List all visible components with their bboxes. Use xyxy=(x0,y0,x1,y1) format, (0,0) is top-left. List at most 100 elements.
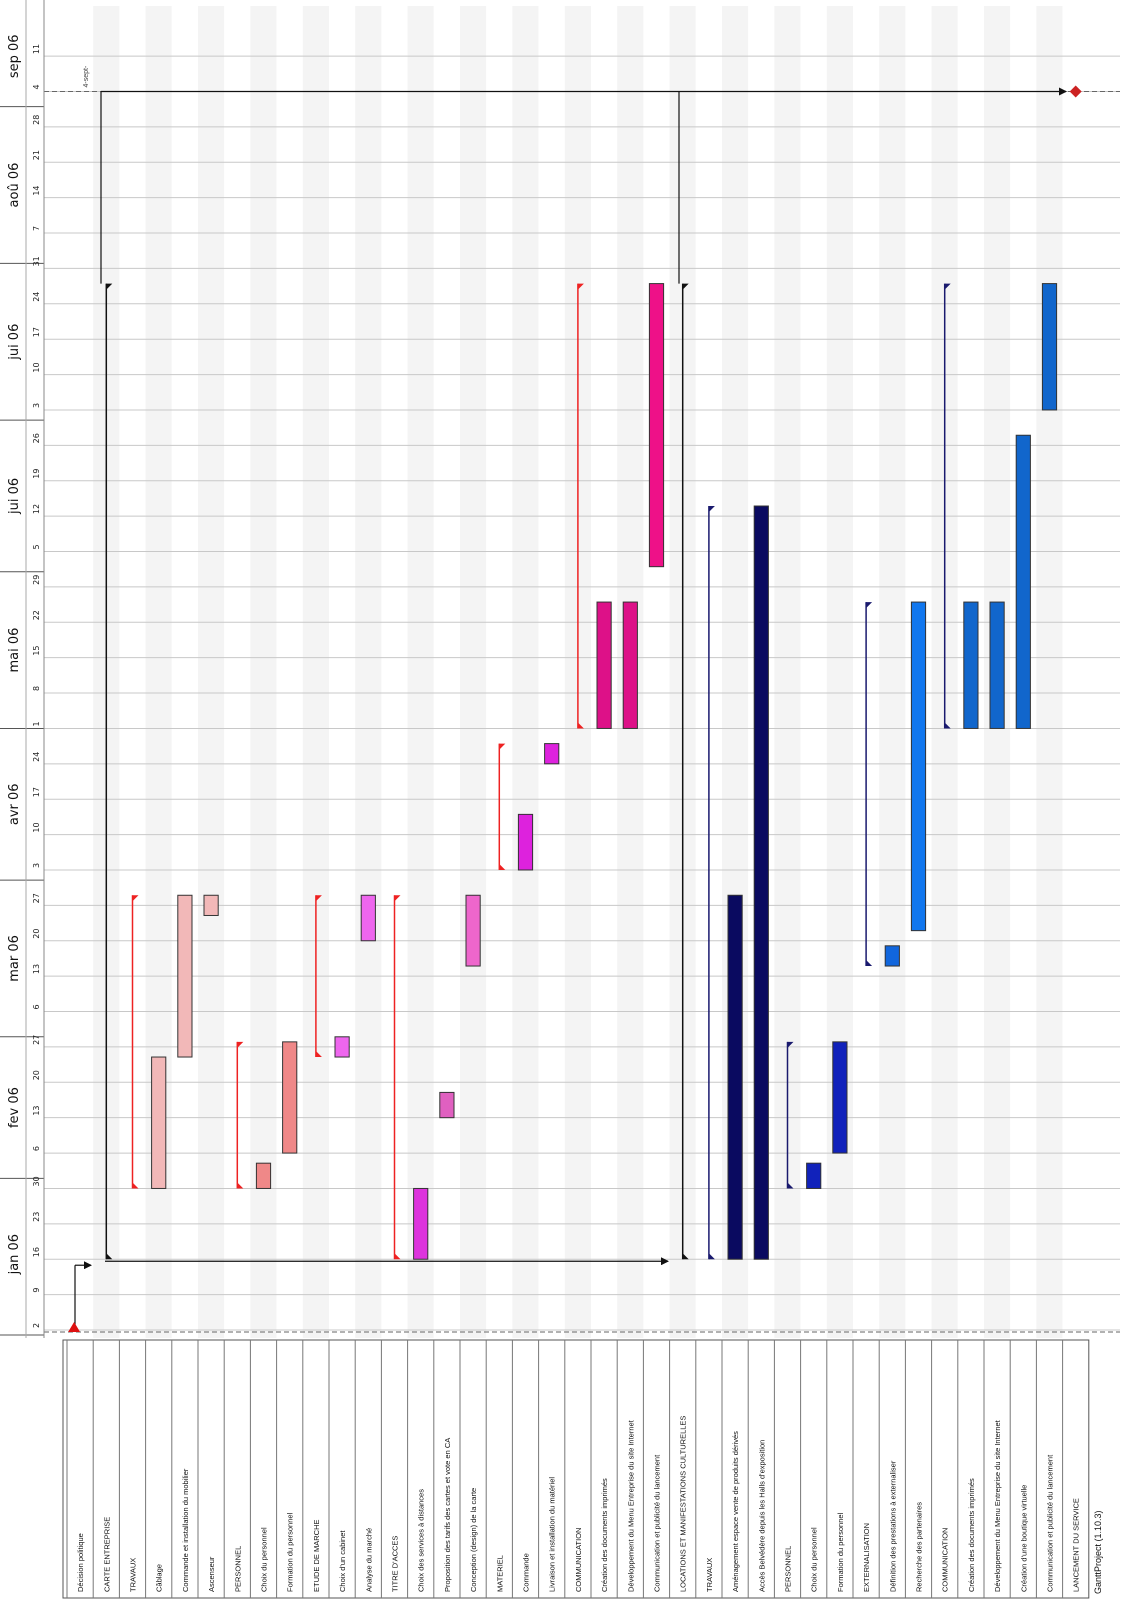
week-label: 30 xyxy=(32,1176,41,1186)
task-name: Conception (design) de la carte xyxy=(469,1488,478,1592)
row-stripe xyxy=(67,6,94,1338)
task-bar xyxy=(806,1162,822,1189)
summary-end-cap xyxy=(577,283,584,290)
task-bar xyxy=(439,1091,455,1119)
summary-end-cap xyxy=(394,895,401,902)
summary-end-cap xyxy=(787,1041,794,1048)
week-label: 5 xyxy=(32,544,41,549)
task-name: MATERIEL xyxy=(495,1555,504,1592)
milestone-marker xyxy=(68,1322,81,1332)
task-name: TRAVAUX xyxy=(705,1558,714,1592)
week-label: 22 xyxy=(32,610,41,620)
month-label: mai 06 xyxy=(7,628,22,673)
month-label: aoû 06 xyxy=(7,163,22,208)
task-name: Développement du Menu Entreprise du site… xyxy=(993,1419,1002,1592)
task-name: Création des documents imprimés xyxy=(600,1478,609,1592)
summary-start-cap xyxy=(682,1253,689,1260)
week-label: 28 xyxy=(32,115,41,125)
row-stripe xyxy=(355,6,382,1338)
summary-start-cap xyxy=(106,1253,113,1260)
week-label: 16 xyxy=(32,1247,41,1257)
summary-end-cap xyxy=(499,743,506,750)
task-name: PERSONNEL xyxy=(233,1546,242,1592)
row-stripe xyxy=(171,6,198,1338)
month-label: sep 06 xyxy=(7,34,22,78)
summary-end-cap xyxy=(708,506,715,513)
summary-start-cap xyxy=(866,960,873,967)
task-name: COMMUNICATION xyxy=(574,1528,583,1592)
task-name: Définition des prestations à externalise… xyxy=(888,1460,897,1592)
task-name: Commande et installation du mobilier xyxy=(181,1468,190,1592)
row-stripe xyxy=(538,6,565,1338)
row-stripe xyxy=(250,6,277,1338)
row-stripe xyxy=(879,6,906,1338)
task-bar xyxy=(360,894,376,942)
task-bar xyxy=(203,894,219,916)
week-label: 1 xyxy=(32,721,41,726)
week-label: 24 xyxy=(32,292,41,302)
task-bar xyxy=(832,1041,848,1154)
week-label: 20 xyxy=(32,929,41,939)
task-bar xyxy=(1015,434,1031,729)
milestone-marker xyxy=(1069,85,1082,98)
task-bar xyxy=(177,894,193,1058)
summary-end-cap xyxy=(132,895,139,902)
task-name: Aménagement espace vente de produits dér… xyxy=(731,1431,740,1592)
week-label: 27 xyxy=(32,1035,41,1045)
summary-end-cap xyxy=(106,283,113,290)
task-bar xyxy=(596,601,612,729)
task-bar xyxy=(727,894,743,1260)
task-bar xyxy=(884,945,900,967)
week-label: 3 xyxy=(32,863,41,868)
row-stripe xyxy=(329,6,356,1338)
row-stripe xyxy=(433,6,460,1338)
week-label: 2 xyxy=(32,1323,41,1328)
week-label: 13 xyxy=(32,964,41,974)
task-name: EXTERNALISATION xyxy=(862,1523,871,1592)
task-name: Recherche des partenaires xyxy=(915,1502,924,1592)
task-name: Câblage xyxy=(155,1564,164,1592)
month-label: jui 06 xyxy=(7,478,22,515)
row-stripe xyxy=(1036,6,1063,1338)
task-name: LOCATIONS ET MANIFESTATIONS CULTURELLES xyxy=(679,1416,688,1592)
summary-end-cap xyxy=(866,602,873,609)
summary-start-cap xyxy=(394,1253,401,1260)
week-label: 11 xyxy=(32,44,41,54)
week-label: 29 xyxy=(32,575,41,585)
task-bar xyxy=(151,1056,167,1189)
week-label: 17 xyxy=(32,787,41,797)
task-name: Communication et publicité du lancement xyxy=(653,1454,662,1592)
summary-start-cap xyxy=(132,1182,139,1189)
task-name: Développement du Menu Entreprise du site… xyxy=(626,1419,635,1592)
task-bar xyxy=(255,1162,272,1189)
week-label: 23 xyxy=(32,1212,41,1222)
week-label: 7 xyxy=(32,226,41,231)
task-name: Décision politique xyxy=(76,1533,85,1592)
task-name: Création d'une boutique virtuelle xyxy=(1019,1485,1028,1592)
task-name: Choix du personnel xyxy=(810,1527,819,1592)
task-name: Choix des services à distances xyxy=(417,1489,426,1592)
task-name: LANCEMENT DU SERVICE xyxy=(1072,1498,1081,1592)
week-label: 13 xyxy=(32,1105,41,1115)
footer-label: GanttProject (1.10.3) xyxy=(1093,1510,1103,1594)
task-name: Proposition des tarifs des cartes et vot… xyxy=(443,1438,452,1592)
task-name: Commande xyxy=(522,1553,531,1592)
task-bar xyxy=(753,505,769,1260)
week-label: 19 xyxy=(32,469,41,479)
summary-start-cap xyxy=(944,722,951,729)
task-name: Analyse du marché xyxy=(364,1528,373,1592)
task-bar xyxy=(282,1041,298,1154)
task-name: Choix du personnel xyxy=(260,1527,269,1592)
week-label: 12 xyxy=(32,504,41,514)
summary-end-cap xyxy=(682,283,689,290)
task-bar xyxy=(465,894,481,967)
task-bar xyxy=(334,1036,350,1058)
task-name: Choix d'un cabinet xyxy=(338,1530,347,1592)
week-label: 9 xyxy=(32,1288,41,1293)
week-label: 10 xyxy=(32,362,41,372)
row-stripe xyxy=(460,6,487,1338)
task-name: Création des documents imprimés xyxy=(967,1478,976,1592)
task-bar xyxy=(413,1187,429,1260)
row-stripe xyxy=(486,6,513,1338)
task-bar xyxy=(648,283,665,568)
